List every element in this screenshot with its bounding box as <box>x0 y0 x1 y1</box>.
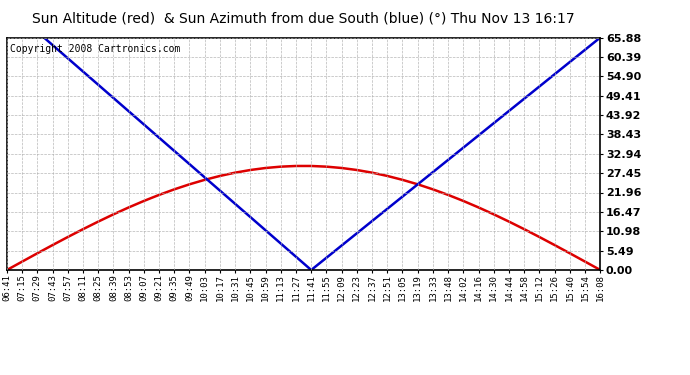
Text: Copyright 2008 Cartronics.com: Copyright 2008 Cartronics.com <box>10 45 180 54</box>
Text: Sun Altitude (red)  & Sun Azimuth from due South (blue) (°) Thu Nov 13 16:17: Sun Altitude (red) & Sun Azimuth from du… <box>32 11 575 25</box>
